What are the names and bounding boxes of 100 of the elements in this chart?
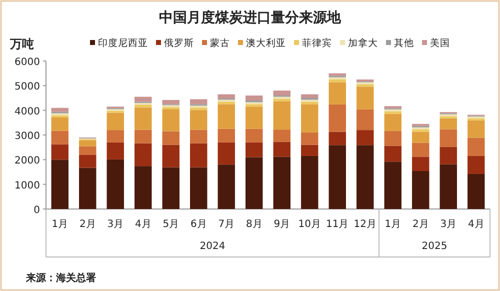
bar: [384, 162, 402, 209]
bar: [79, 140, 96, 146]
bar: [134, 143, 152, 166]
bar: [301, 144, 318, 156]
bar: [162, 167, 180, 209]
bar: [328, 145, 346, 209]
bar: [301, 132, 318, 145]
bar: [440, 164, 457, 209]
bar: [51, 130, 68, 144]
bar: [134, 96, 152, 102]
x-tick-label: 7月: [218, 219, 235, 230]
bar: [79, 146, 96, 155]
x-tick-label: 2月: [79, 219, 96, 230]
x-tick-label: 8月: [246, 219, 262, 230]
bar: [134, 166, 152, 209]
bar: [162, 109, 180, 132]
y-tick-label: 5000: [14, 82, 40, 93]
bar: [218, 104, 235, 129]
bar: [190, 99, 208, 104]
legend-label: 澳大利亚: [246, 37, 286, 49]
x-tick-label: 9月: [274, 219, 290, 230]
bar: [134, 130, 152, 144]
bar: [218, 94, 235, 98]
bar: [440, 118, 457, 130]
bar: [384, 131, 402, 146]
bar: [328, 132, 346, 146]
bar: [246, 142, 263, 158]
bar: [356, 145, 374, 209]
bar: [273, 90, 290, 96]
x-tick-label: 1月: [52, 219, 68, 230]
y-tick-label: 0: [34, 205, 40, 216]
bar: [51, 117, 68, 131]
x-tick-label: 12月: [354, 219, 376, 230]
bar: [468, 156, 485, 174]
bar: [440, 129, 457, 147]
bar: [440, 146, 457, 164]
bar: [468, 138, 485, 156]
bar: [79, 168, 96, 209]
bar: [106, 142, 124, 160]
bar: [468, 174, 485, 209]
bar: [468, 120, 485, 138]
x-tick-label: 4月: [134, 219, 152, 230]
bar: [412, 171, 430, 209]
bar: [134, 104, 152, 108]
bar: [384, 111, 402, 114]
x-tick-label: 6月: [190, 219, 207, 230]
bar: [218, 142, 235, 165]
x-tick-label: 1月: [384, 219, 402, 230]
bar: [106, 130, 124, 142]
source-note: 来源：海关总署: [25, 272, 96, 284]
bar: [301, 94, 318, 98]
bar: [412, 156, 430, 172]
y-tick-label: 2000: [14, 156, 40, 167]
bar: [246, 128, 263, 142]
bar: [51, 144, 68, 160]
bar: [190, 108, 208, 110]
legend-label: 俄罗斯: [164, 37, 194, 49]
bar: [190, 110, 208, 130]
bar: [162, 131, 180, 145]
legend-label: 蒙古: [210, 37, 230, 49]
y-tick-label: 1000: [14, 180, 40, 192]
chart-title: 中国月度煤炭进口量分来源地: [159, 9, 342, 26]
bar: [218, 128, 235, 142]
bar: [246, 157, 263, 209]
legend-label: 加拿大: [348, 37, 378, 49]
bar: [273, 101, 290, 130]
bar: [79, 154, 96, 168]
bar: [162, 144, 180, 168]
bar: [134, 108, 152, 130]
bar: [301, 156, 318, 209]
bar: [51, 160, 68, 209]
bar: [356, 109, 374, 130]
bar: [162, 100, 180, 104]
bar: [218, 164, 235, 209]
bar: [106, 159, 124, 209]
bar: [190, 143, 208, 168]
bar: [273, 142, 290, 157]
bar: [356, 86, 374, 110]
bar: [218, 102, 235, 104]
legend-label: 菲律宾: [302, 37, 332, 49]
y-tick-label: 6000: [14, 57, 40, 68]
bar: [246, 106, 263, 129]
bar: [301, 102, 318, 104]
bar: [190, 130, 208, 144]
bar: [190, 167, 208, 209]
bar: [328, 104, 346, 132]
bar: [384, 114, 402, 132]
text: 2024: [200, 241, 226, 252]
x-tick-label: 3月: [107, 219, 124, 230]
bar: [51, 108, 68, 112]
x-tick-label: 11月: [326, 219, 349, 230]
text: 2025: [422, 241, 448, 252]
bar: [356, 130, 374, 146]
bar: [328, 73, 346, 76]
x-tick-label: 3月: [440, 219, 457, 230]
legend-label: 其他: [394, 37, 414, 49]
bar: [106, 112, 124, 130]
bar: [273, 98, 290, 102]
y-axis-title: 万吨: [9, 37, 34, 51]
x-tick-label: 10月: [298, 219, 321, 230]
